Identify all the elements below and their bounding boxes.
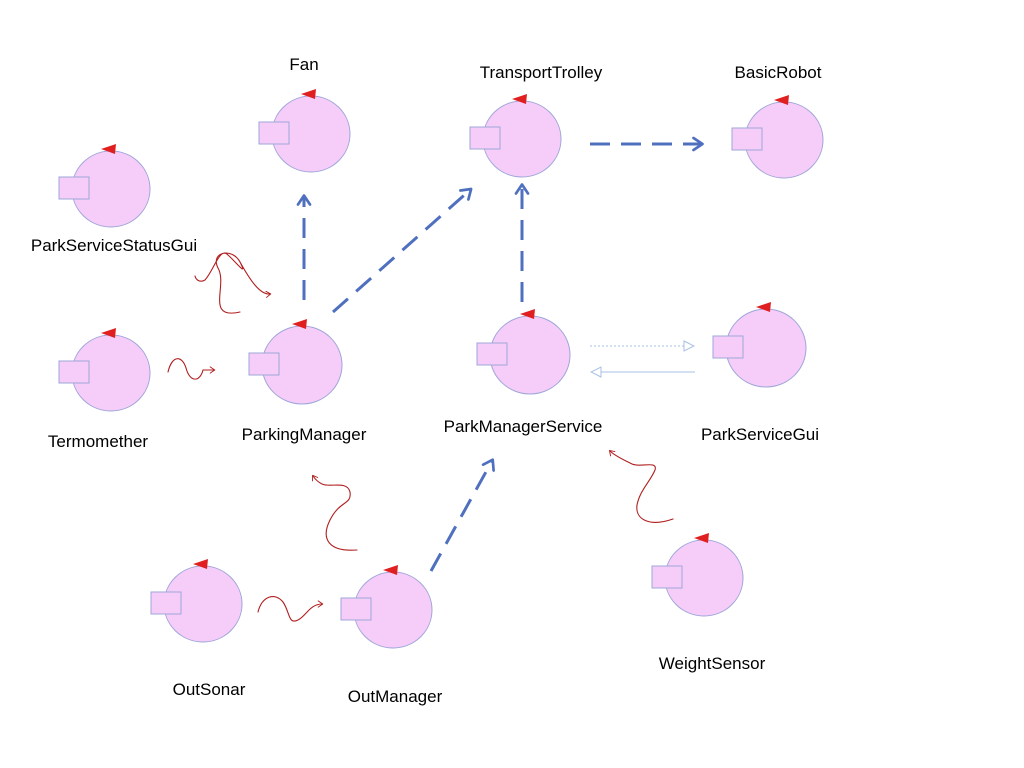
actor-state-marker [101,144,116,154]
event-squiggle-outmanager-to-parking [312,474,358,551]
actor-state-marker [756,302,771,312]
event-squiggle-parking-to-statusgui [194,252,270,314]
actor-node-transport-trolley [469,94,562,178]
actor-state-marker [193,559,208,569]
actor-port-box [258,121,290,145]
actor-port-box [731,127,763,151]
actor-port-box [712,335,744,359]
node-label-transport-trolley: TransportTrolley [479,63,603,82]
actor-state-marker [292,319,307,329]
node-label-fan: Fan [289,55,319,74]
actor-port-box [58,360,90,384]
actor-state-marker [383,565,398,575]
actor-state-marker [774,95,789,105]
actor-node-out-manager [340,565,433,649]
actor-node-parking-manager [248,319,343,405]
actor-port-box [476,342,508,366]
node-label-out-sonar: OutSonar [172,680,246,699]
node-label-weight-sensor: WeightSensor [658,654,766,673]
node-label-park-service-status-gui: ParkServiceStatusGui [30,236,198,255]
node-label-out-manager: OutManager [347,687,443,706]
actor-node-fan [258,89,351,173]
node-label-park-manager-service: ParkManagerService [443,417,603,436]
actor-port-box [150,591,182,615]
dispatch-arrow-parking-to-trolley [332,187,473,314]
event-squiggle-termomether-to-parking [167,358,216,380]
node-label-parking-manager: ParkingManager [241,425,367,444]
dispatch-arrow-outmanager-to-servicemanager [429,458,495,572]
event-squiggle-weight-to-servicemanager [608,449,674,523]
node-label-termomether: Termomether [47,432,149,451]
node-label-basic-robot: BasicRobot [734,63,822,82]
event-squiggle-outsonar-to-outmanager [257,596,324,622]
actor-node-park-manager-service [476,309,571,395]
actor-state-marker [694,533,709,543]
actor-port-box [248,352,280,376]
actor-port-box [340,597,372,621]
actor-state-marker [101,328,116,338]
actor-state-marker [520,309,535,319]
actor-node-out-sonar [150,559,243,643]
actor-state-marker [301,89,316,99]
actor-port-box [58,176,90,200]
actor-state-marker [512,94,527,104]
node-label-park-service-gui: ParkServiceGui [700,425,820,444]
actor-port-box [651,565,683,589]
actor-port-box [469,126,501,150]
actor-node-weight-sensor [651,533,744,617]
actor-node-park-service-gui [712,302,807,388]
actor-node-basic-robot [731,95,824,179]
actor-node-termomether [58,328,151,412]
actor-node-park-service-status-gui [58,144,151,228]
